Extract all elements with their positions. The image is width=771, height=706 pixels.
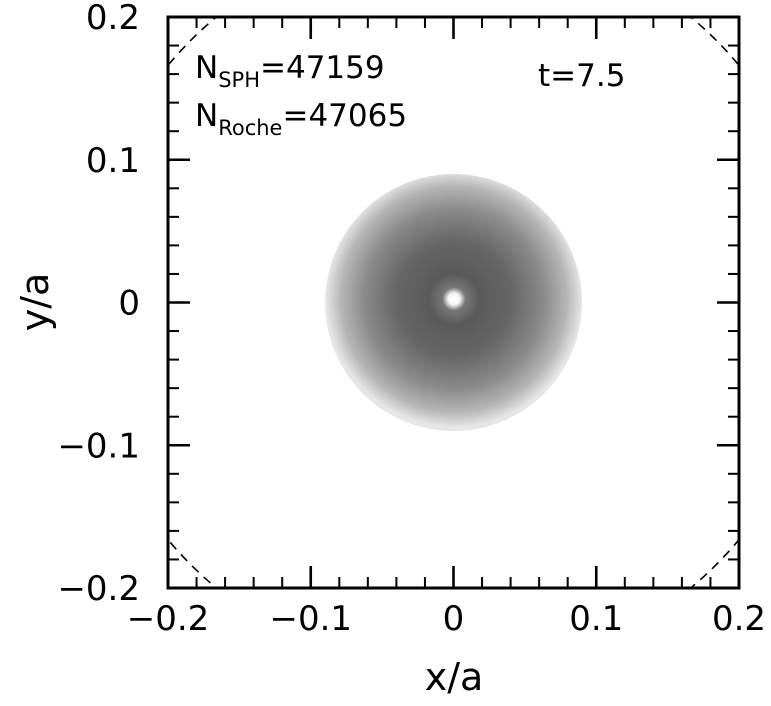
tick-labels: −0.2 −0.1 0 0.1 0.2 −0.2 −0.1 0 0.1 0.2: [57, 0, 766, 639]
n-sph-annotation: NSPH=47159: [195, 50, 385, 92]
density-blob: [325, 174, 582, 431]
x-tick-label: 0: [443, 599, 465, 639]
n-sph-value: =47159: [260, 50, 385, 86]
n-roche-main: N: [195, 98, 218, 134]
x-tick-label: −0.1: [269, 599, 352, 639]
y-tick-label: 0: [118, 284, 140, 324]
n-roche-sub: Roche: [218, 116, 282, 140]
y-tick-label: −0.1: [57, 426, 140, 466]
x-tick-label: 0.2: [712, 599, 766, 639]
y-axis-label: y/a: [13, 273, 57, 332]
y-tick-label: 0.2: [86, 0, 140, 38]
time-annotation: t=7.5: [538, 58, 625, 94]
x-tick-label: −0.2: [127, 599, 210, 639]
x-tick-label: 0.1: [569, 599, 623, 639]
plot-area: [168, 17, 739, 588]
n-sph-sub: SPH: [218, 68, 260, 92]
x-axis-label: x/a: [425, 655, 484, 699]
n-roche-value: =47065: [282, 98, 407, 134]
y-tick-label: 0.1: [86, 141, 140, 181]
n-sph-main: N: [195, 50, 218, 86]
axis-ticks: [166, 15, 741, 590]
y-tick-label: −0.2: [57, 569, 140, 609]
n-roche-annotation: NRoche=47065: [195, 98, 407, 140]
